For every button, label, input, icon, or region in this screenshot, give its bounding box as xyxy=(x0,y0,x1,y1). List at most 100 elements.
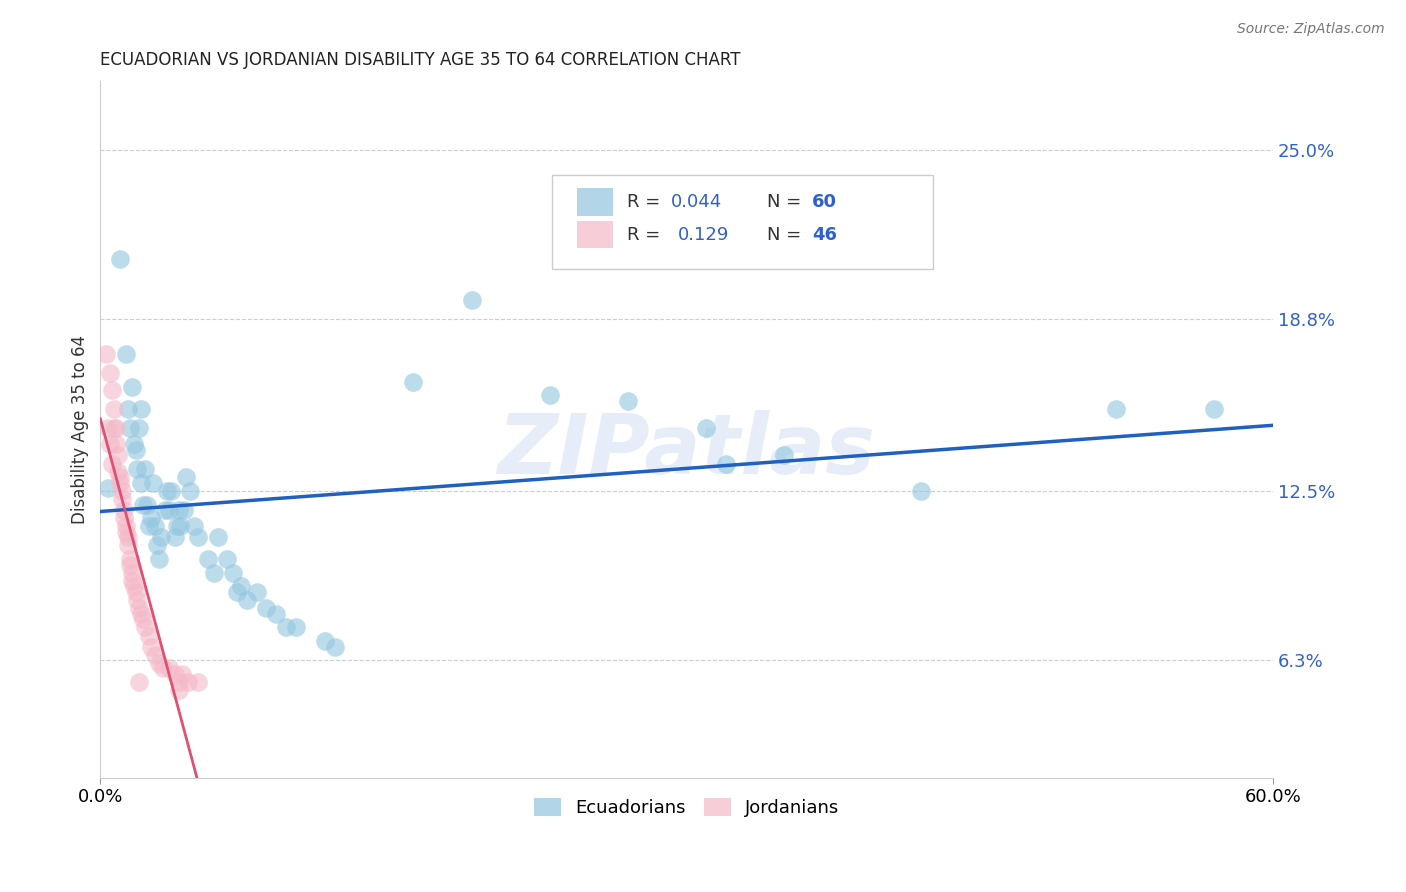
Point xyxy=(166,519,188,533)
Point xyxy=(117,539,139,553)
Point xyxy=(127,462,149,476)
Point xyxy=(107,465,129,479)
Point xyxy=(96,347,118,361)
Text: N =: N = xyxy=(768,193,807,211)
Point xyxy=(114,524,136,539)
Point xyxy=(111,483,134,498)
Point xyxy=(617,393,640,408)
Point xyxy=(177,675,200,690)
Point xyxy=(98,367,121,381)
Point xyxy=(163,530,186,544)
Point xyxy=(141,640,163,654)
Point xyxy=(107,449,129,463)
Point xyxy=(111,492,134,507)
Point xyxy=(98,437,121,451)
Point xyxy=(173,503,195,517)
Point xyxy=(103,401,125,416)
Point xyxy=(246,585,269,599)
Point xyxy=(156,483,179,498)
Point xyxy=(132,612,155,626)
FancyBboxPatch shape xyxy=(578,220,613,249)
Text: R =: R = xyxy=(627,193,665,211)
Point xyxy=(131,401,153,416)
Point xyxy=(117,530,139,544)
Point xyxy=(128,675,150,690)
Point xyxy=(264,607,287,621)
Point xyxy=(157,503,180,517)
Point xyxy=(101,457,124,471)
Text: Source: ZipAtlas.com: Source: ZipAtlas.com xyxy=(1237,22,1385,37)
Point xyxy=(187,530,209,544)
Point xyxy=(131,475,153,490)
Point xyxy=(143,519,166,533)
Point xyxy=(128,601,150,615)
Point xyxy=(284,620,307,634)
Point xyxy=(121,574,143,588)
Point xyxy=(148,656,170,670)
Point xyxy=(134,462,156,476)
Point xyxy=(910,483,932,498)
Point xyxy=(131,607,153,621)
Point xyxy=(176,470,198,484)
Text: 0.129: 0.129 xyxy=(678,226,730,244)
Point xyxy=(187,675,209,690)
Point xyxy=(172,666,194,681)
Point xyxy=(183,519,205,533)
Point xyxy=(167,503,190,517)
Point xyxy=(152,661,174,675)
Point xyxy=(101,383,124,397)
Point xyxy=(149,530,172,544)
Point xyxy=(142,475,165,490)
Point xyxy=(274,620,297,634)
Point xyxy=(163,666,186,681)
Point xyxy=(112,503,135,517)
Point xyxy=(538,388,561,402)
Y-axis label: Disability Age 35 to 64: Disability Age 35 to 64 xyxy=(72,335,89,524)
Point xyxy=(314,634,336,648)
Point xyxy=(127,593,149,607)
Text: 46: 46 xyxy=(811,226,837,244)
Text: ZIPatlas: ZIPatlas xyxy=(498,409,876,491)
Point xyxy=(157,661,180,675)
Point xyxy=(167,683,190,698)
Point xyxy=(122,579,145,593)
Point xyxy=(114,519,136,533)
Point xyxy=(148,552,170,566)
Point xyxy=(143,648,166,662)
Point xyxy=(118,552,141,566)
Point xyxy=(202,566,225,580)
Point xyxy=(136,498,159,512)
Point xyxy=(138,629,160,643)
Point xyxy=(323,640,346,654)
Point xyxy=(141,511,163,525)
Point xyxy=(104,421,127,435)
Legend: Ecuadorians, Jordanians: Ecuadorians, Jordanians xyxy=(526,790,846,824)
Point xyxy=(1202,401,1225,416)
Point xyxy=(108,470,131,484)
Text: 60: 60 xyxy=(811,193,837,211)
Point xyxy=(112,511,135,525)
Point xyxy=(128,421,150,435)
Point xyxy=(118,558,141,572)
Point xyxy=(121,566,143,580)
Point xyxy=(132,498,155,512)
Point xyxy=(773,449,796,463)
Point xyxy=(169,519,191,533)
Point xyxy=(460,293,482,307)
Point xyxy=(222,566,245,580)
Point xyxy=(217,552,239,566)
FancyBboxPatch shape xyxy=(578,188,613,216)
Point xyxy=(226,585,249,599)
Point xyxy=(124,442,146,457)
Point xyxy=(229,579,252,593)
Point xyxy=(134,620,156,634)
Point xyxy=(714,457,737,471)
Point xyxy=(117,401,139,416)
Point xyxy=(118,421,141,435)
Point xyxy=(159,483,181,498)
Point xyxy=(124,585,146,599)
Point xyxy=(122,437,145,451)
Point xyxy=(104,437,127,451)
Point xyxy=(236,593,259,607)
Point xyxy=(146,539,169,553)
